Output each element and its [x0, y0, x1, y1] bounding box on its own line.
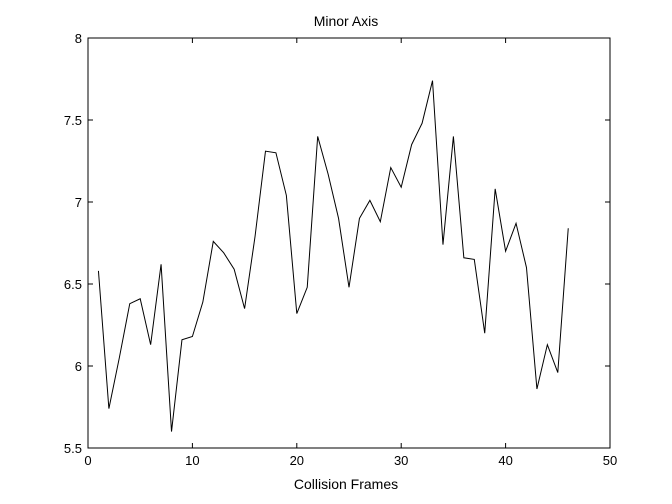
y-axis: 5.5 6 6.5 7 7.5 8 [64, 31, 610, 456]
x-axis-label: Collision Frames [294, 476, 398, 492]
y-tick-label: 7.5 [64, 113, 82, 128]
series-line [97, 80, 569, 432]
y-tick-label: 6.5 [64, 277, 82, 292]
x-tick-label: 0 [84, 453, 91, 468]
x-tick-label: 10 [185, 453, 199, 468]
plot-area [87, 37, 611, 449]
x-tick-label: 50 [603, 453, 617, 468]
x-tick-label: 40 [498, 453, 512, 468]
x-axis: 0 10 20 30 40 50 [84, 38, 617, 468]
y-tick-label: 7 [75, 195, 82, 210]
x-tick-label: 30 [394, 453, 408, 468]
x-tick-label: 20 [290, 453, 304, 468]
y-tick-label: 8 [75, 31, 82, 46]
chart-title: Minor Axis [314, 13, 379, 29]
y-tick-label: 6 [75, 359, 82, 374]
y-tick-label: 5.5 [64, 441, 82, 456]
